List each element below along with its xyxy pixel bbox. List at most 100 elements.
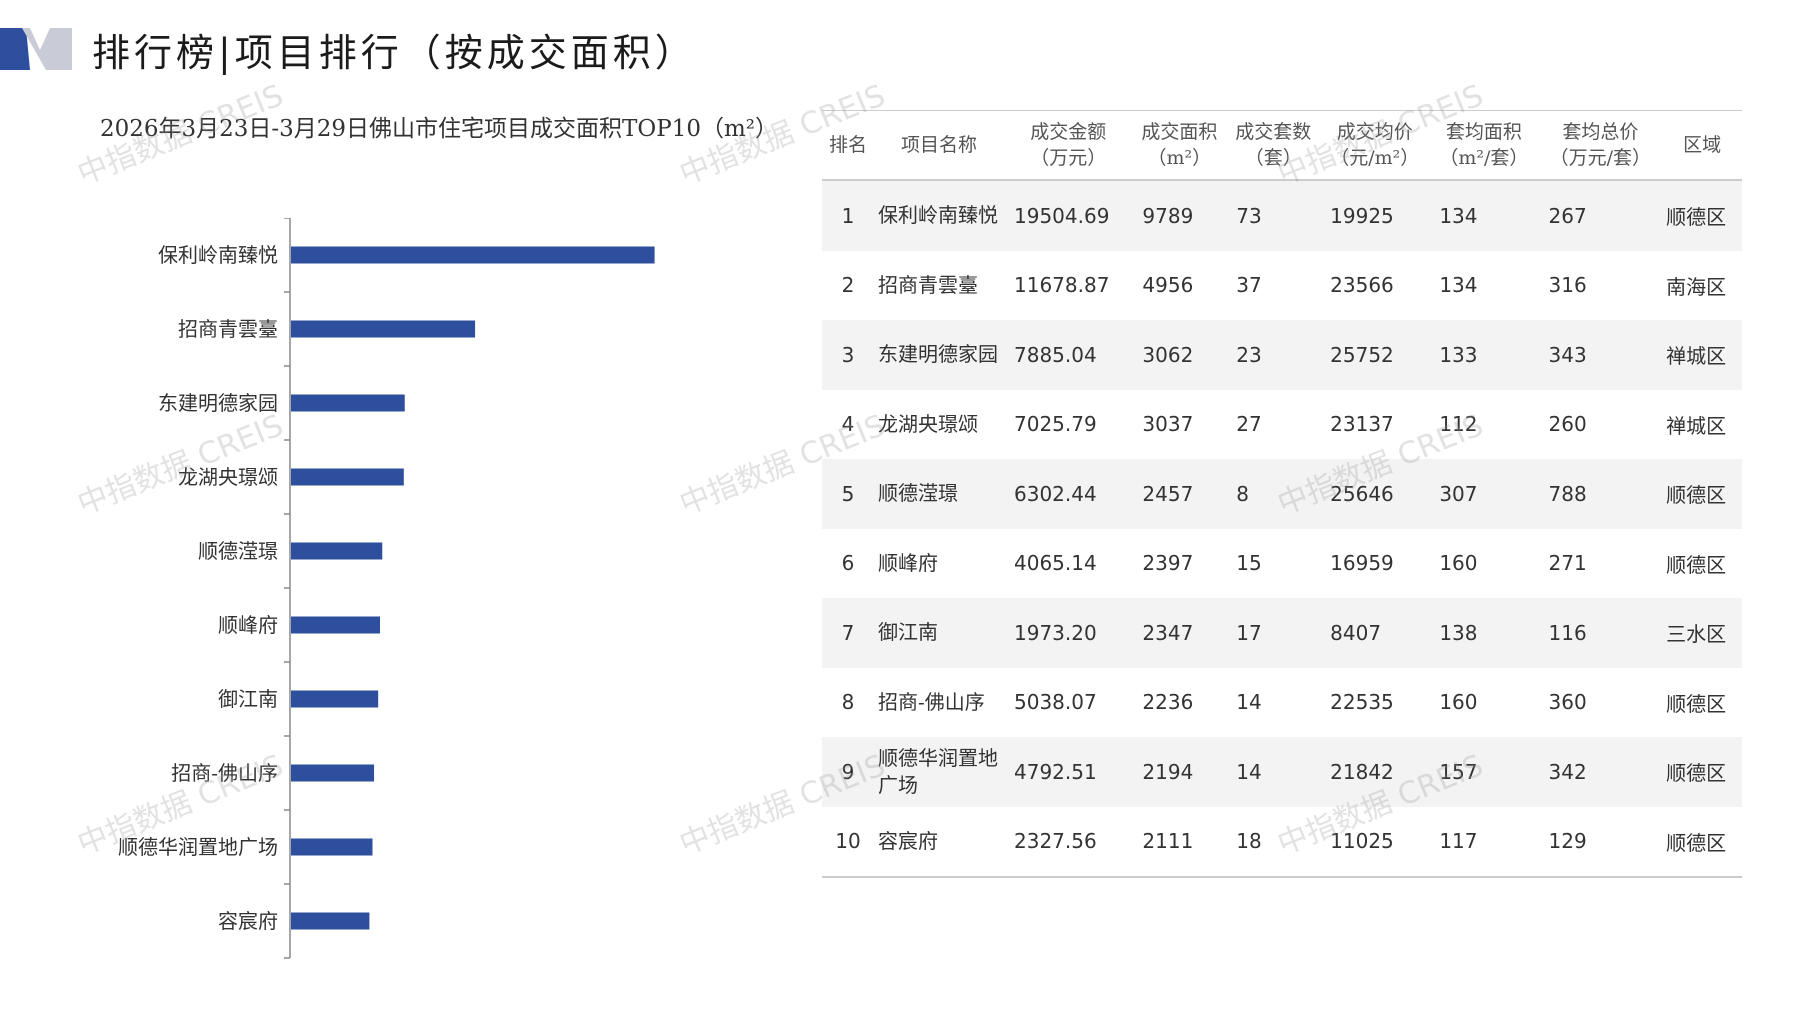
bar bbox=[291, 468, 404, 486]
column-header-label: 成交套数 bbox=[1235, 121, 1312, 143]
rank-cell: 2 bbox=[841, 273, 855, 298]
bar bbox=[291, 912, 370, 930]
value-cell: 112 bbox=[1439, 412, 1478, 437]
column-header-label: 成交均价 bbox=[1336, 121, 1413, 143]
column-header-unit: （万元/套） bbox=[1549, 147, 1652, 169]
rank-cell: 5 bbox=[822, 459, 874, 529]
project-name-cell: 招商青雲臺 bbox=[878, 272, 978, 297]
value-cell: 2327.56 bbox=[1004, 806, 1133, 878]
value-cell: 4956 bbox=[1142, 273, 1194, 298]
column-header: 成交套数 （套） bbox=[1226, 110, 1321, 181]
value-cell: 27 bbox=[1236, 412, 1262, 437]
district-cell: 禅城区 bbox=[1666, 413, 1727, 438]
value-cell: 157 bbox=[1429, 737, 1539, 807]
project-name-cell: 顺德滢璟 bbox=[874, 459, 1004, 529]
column-header-unit: （万元） bbox=[1030, 147, 1107, 169]
category-label: 顺峰府 bbox=[218, 613, 278, 637]
rank-cell: 9 bbox=[822, 737, 874, 807]
column-header-unit: （m²） bbox=[1147, 147, 1212, 169]
district-cell: 三水区 bbox=[1662, 598, 1742, 668]
ranking-table: 排名 项目名称 成交金额 （万元） 成交面积 （m²） 成交套数 （套） 成交均价 （元/m²） 套… bbox=[822, 110, 1742, 878]
value-cell: 37 bbox=[1236, 273, 1262, 298]
value-cell: 1973.20 bbox=[1004, 598, 1133, 668]
value-cell: 129 bbox=[1538, 806, 1663, 878]
category-label: 顺德华润置地广场 bbox=[118, 835, 278, 859]
value-cell: 11678.87 bbox=[1014, 273, 1110, 298]
rank-cell: 3 bbox=[822, 320, 874, 390]
chart-title: 2026年3月23日-3月29日佛山市住宅项目成交面积TOP10（m²） bbox=[99, 116, 779, 142]
table-row: 10 容宸府 2327.56 2111 18 11025 117 129 顺德区 bbox=[822, 806, 1742, 878]
district-cell: 顺德区 bbox=[1662, 459, 1742, 529]
value-cell: 19925 bbox=[1320, 180, 1430, 251]
value-cell: 7885.04 bbox=[1004, 320, 1133, 390]
category-label: 顺德滢璟 bbox=[198, 539, 278, 563]
column-header: 套均总价 （万元/套） bbox=[1538, 110, 1663, 181]
value-cell: 116 bbox=[1538, 598, 1663, 668]
value-cell: 267 bbox=[1538, 180, 1663, 251]
district-cell: 顺德区 bbox=[1662, 180, 1742, 251]
value-cell: 2194 bbox=[1132, 737, 1227, 807]
value-cell: 4792.51 bbox=[1004, 737, 1133, 807]
table-row: 6 顺峰府 4065.14 2397 15 16959 160 271 顺德区 bbox=[822, 529, 1742, 599]
column-header-unit: （套） bbox=[1244, 147, 1302, 169]
category-label: 容宸府 bbox=[218, 909, 278, 933]
value-cell: 138 bbox=[1429, 598, 1539, 668]
column-header-label: 套均面积 bbox=[1445, 121, 1522, 143]
column-header-label: 成交面积 bbox=[1141, 121, 1218, 143]
value-cell: 2111 bbox=[1132, 806, 1227, 878]
column-header-unit: （元/m²） bbox=[1330, 147, 1420, 169]
value-cell: 23566 bbox=[1330, 273, 1394, 298]
value-cell: 8407 bbox=[1320, 598, 1430, 668]
column-header-label: 套均总价 bbox=[1562, 121, 1639, 143]
bar bbox=[291, 542, 383, 560]
column-header: 项目名称 bbox=[874, 110, 1004, 181]
page-title: 排行榜|项目排行（按成交面积） bbox=[92, 31, 697, 75]
category-label: 龙湖央璟颂 bbox=[178, 465, 278, 489]
category-label: 招商-佛山序 bbox=[171, 761, 278, 785]
value-cell: 260 bbox=[1548, 412, 1587, 437]
bar-chart: 保利岭南臻悦招商青雲臺东建明德家园龙湖央璟颂顺德滢璟顺峰府御江南招商-佛山序顺德… bbox=[118, 218, 655, 959]
value-cell: 4065.14 bbox=[1014, 551, 1097, 576]
ranking-table-wrap: 排名 项目名称 成交金额 （万元） 成交面积 （m²） 成交套数 （套） 成交均价 （元/m²） 套… bbox=[822, 110, 1742, 878]
value-cell: 2347 bbox=[1132, 598, 1227, 668]
table-row: 4 龙湖央璟颂 7025.79 3037 27 23137 112 260 禅城区 bbox=[822, 390, 1742, 460]
value-cell: 17 bbox=[1226, 598, 1321, 668]
project-name-cell: 保利岭南臻悦 bbox=[874, 180, 1004, 251]
value-cell: 11025 bbox=[1320, 806, 1430, 878]
value-cell: 342 bbox=[1538, 737, 1663, 807]
table-row: 3 东建明德家园 7885.04 3062 23 25752 133 343 禅城区 bbox=[822, 320, 1742, 390]
value-cell: 343 bbox=[1538, 320, 1663, 390]
value-cell: 18 bbox=[1226, 806, 1321, 878]
column-header: 套均面积 （m²/套） bbox=[1429, 110, 1539, 181]
value-cell: 134 bbox=[1439, 273, 1478, 298]
category-label: 招商青雲臺 bbox=[178, 317, 278, 341]
value-cell: 9789 bbox=[1132, 180, 1227, 251]
value-cell: 6302.44 bbox=[1004, 459, 1133, 529]
value-cell: 14 bbox=[1236, 690, 1262, 715]
rank-cell: 4 bbox=[841, 412, 855, 437]
bar bbox=[291, 616, 381, 634]
value-cell: 2236 bbox=[1142, 690, 1194, 715]
value-cell: 22535 bbox=[1330, 690, 1394, 715]
value-cell: 307 bbox=[1429, 459, 1539, 529]
value-cell: 3037 bbox=[1142, 412, 1194, 437]
bar bbox=[291, 764, 375, 782]
value-cell: 14 bbox=[1226, 737, 1321, 807]
column-header: 成交面积 （m²） bbox=[1132, 110, 1227, 181]
column-header-unit: （m²/套） bbox=[1439, 147, 1529, 169]
project-name-cell: 招商-佛山序 bbox=[878, 689, 985, 714]
value-cell: 21842 bbox=[1320, 737, 1430, 807]
logo-icon bbox=[0, 28, 72, 70]
column-header-label: 项目名称 bbox=[900, 134, 977, 156]
value-cell: 2397 bbox=[1142, 551, 1194, 576]
value-cell: 25752 bbox=[1320, 320, 1430, 390]
column-header-label: 成交金额 bbox=[1030, 121, 1107, 143]
project-name-cell: 容宸府 bbox=[874, 806, 1004, 878]
value-cell: 23137 bbox=[1330, 412, 1394, 437]
value-cell: 3062 bbox=[1132, 320, 1227, 390]
district-cell: 南海区 bbox=[1666, 274, 1727, 299]
table-row: 5 顺德滢璟 6302.44 2457 8 25646 307 788 顺德区 bbox=[822, 459, 1742, 529]
category-label: 保利岭南臻悦 bbox=[158, 243, 278, 267]
value-cell: 2457 bbox=[1132, 459, 1227, 529]
rank-cell: 7 bbox=[822, 598, 874, 668]
